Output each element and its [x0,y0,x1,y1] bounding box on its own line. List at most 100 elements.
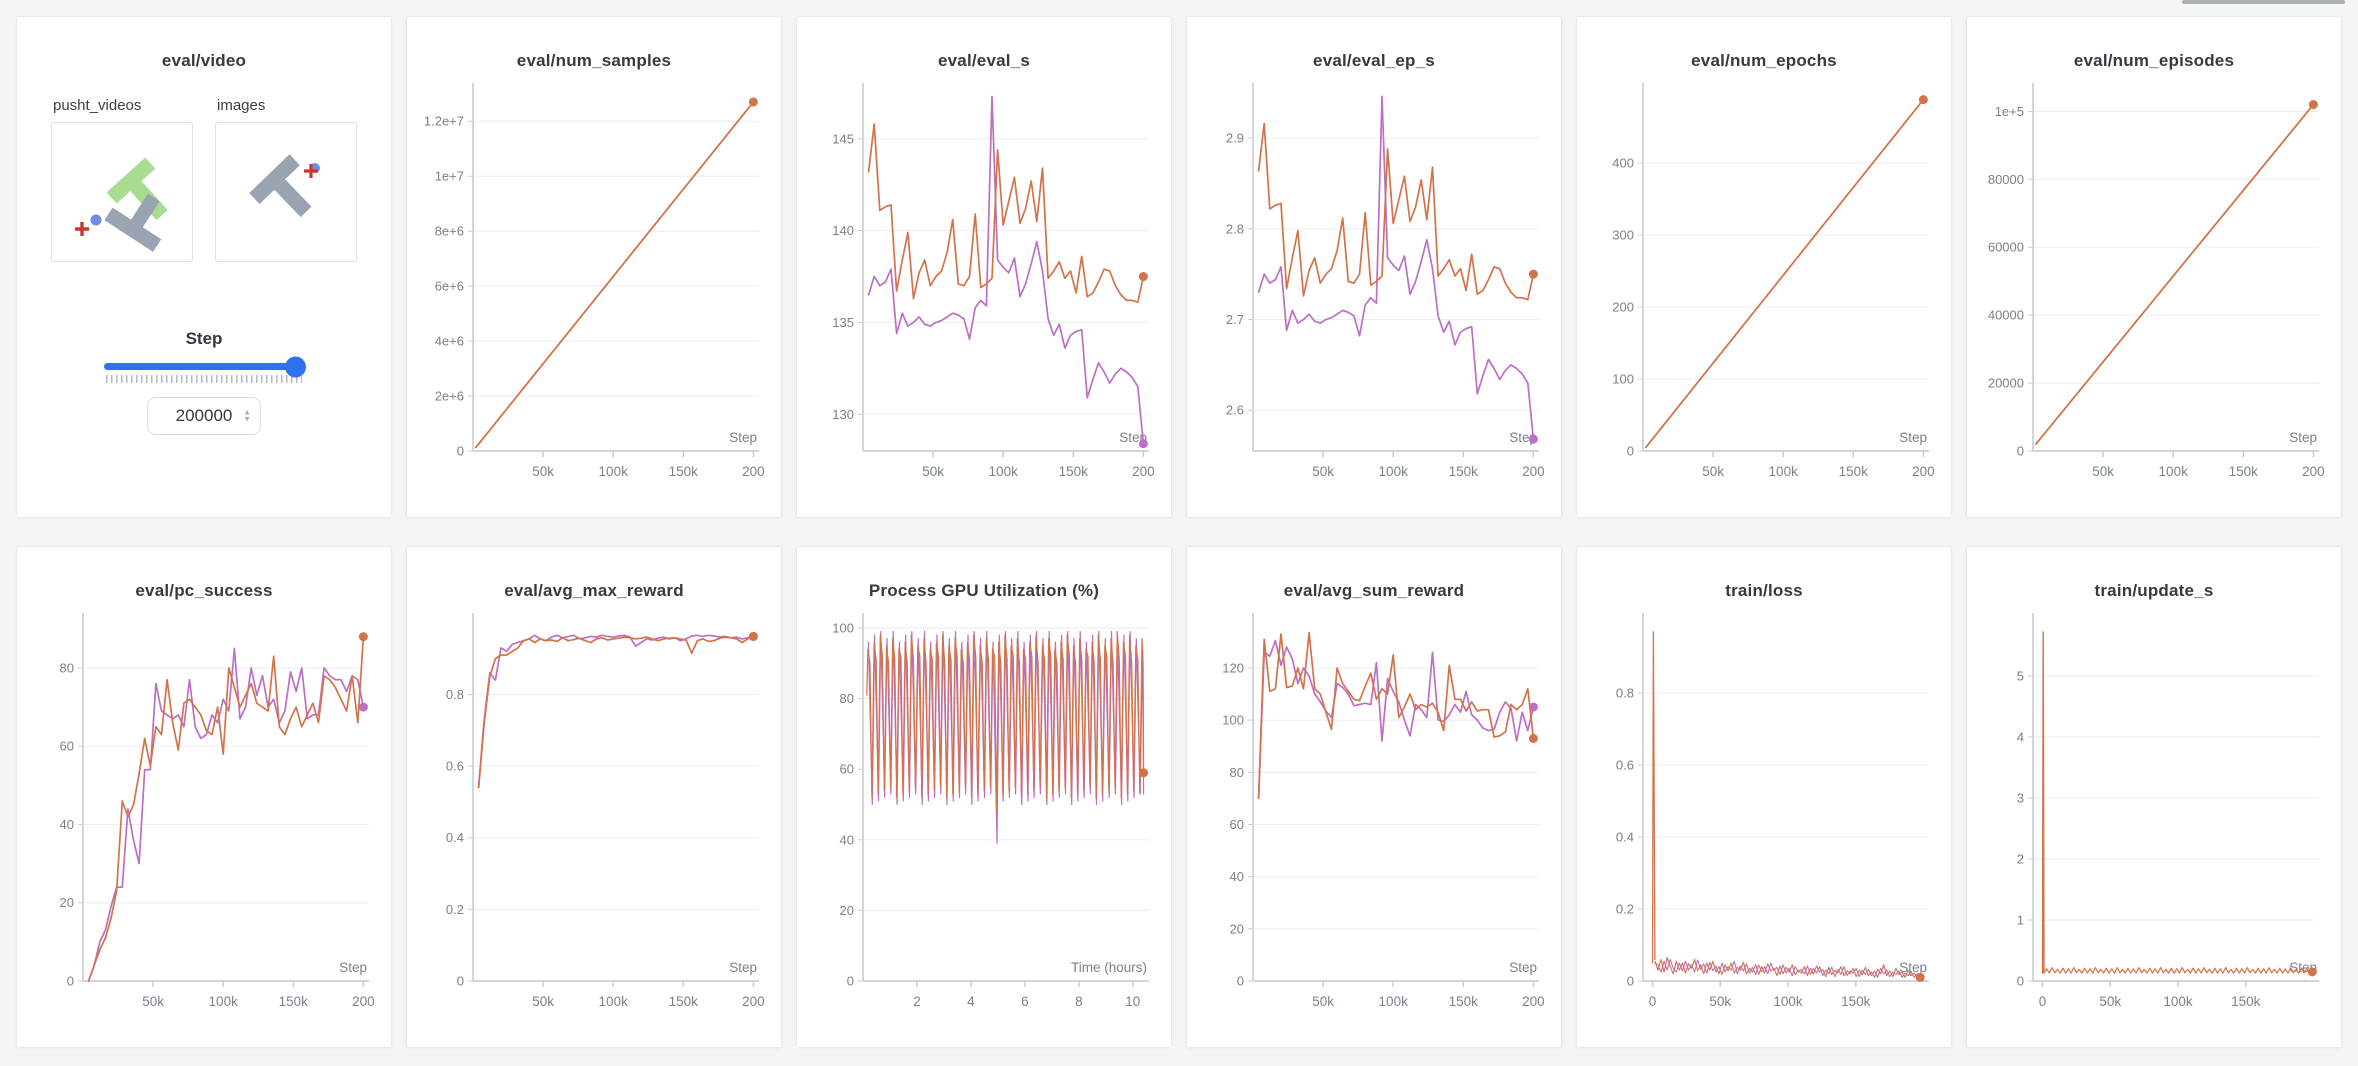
pusht-video-thumbnail[interactable] [51,122,193,262]
svg-text:0.2: 0.2 [1616,902,1634,917]
svg-text:60: 60 [1230,817,1244,832]
svg-text:40: 40 [840,832,854,847]
panel-train-update-s: train/update_s 0 1 2 3 4 5 0 50k 100k 150k Step [1966,546,2342,1048]
slider-thumb[interactable] [285,356,306,377]
svg-text:135: 135 [832,315,854,330]
svg-text:200: 200 [1612,300,1634,315]
panel-eval-pc-success: eval/pc_success 0 20 40 60 80 50k 100k 150k 200 S… [16,546,392,1048]
horizontal-scrollbar-thumb[interactable] [2182,0,2345,4]
svg-text:50k: 50k [2092,464,2114,479]
svg-text:0.8: 0.8 [446,687,464,702]
panel-eval-eval-ep-s: eval/eval_ep_s 2.6 2.7 2.8 2.9 50k 100k 150k 20… [1186,16,1562,518]
svg-text:10: 10 [1125,994,1140,1009]
svg-text:60: 60 [840,762,854,777]
svg-text:0: 0 [457,974,464,989]
svg-text:200: 200 [1522,464,1545,479]
svg-text:50k: 50k [1709,994,1731,1009]
chart-eval-num-samples[interactable]: 0 2e+6 4e+6 6e+6 8e+6 1e+7 1.2e+7 50k 100k 150k 20… [415,75,773,503]
svg-text:6e+6: 6e+6 [435,279,464,294]
svg-text:4: 4 [2017,729,2024,744]
svg-text:2.7: 2.7 [1226,312,1244,327]
svg-text:8: 8 [1075,994,1083,1009]
panel-title: eval/pc_success [135,581,273,600]
chart-eval-num-epochs[interactable]: 0 100 200 300 400 50k 100k 150k 200 Step [1585,75,1943,503]
gray-t-shape [249,154,312,218]
svg-text:150k: 150k [1449,994,1479,1009]
svg-text:4e+6: 4e+6 [435,334,464,349]
panel-title: eval/video [161,51,247,70]
step-value-input[interactable] [162,405,246,427]
svg-text:0: 0 [67,974,74,989]
svg-text:0: 0 [847,974,854,989]
step-slider-label: Step [185,329,223,348]
svg-text:2.8: 2.8 [1226,221,1244,236]
svg-text:130: 130 [832,407,854,422]
svg-text:20: 20 [1230,921,1244,936]
svg-text:50k: 50k [142,994,164,1009]
svg-text:Step: Step [339,960,367,975]
svg-text:50k: 50k [1312,994,1334,1009]
svg-text:Step: Step [1899,960,1927,975]
panel-title: train/loss [1725,581,1803,600]
svg-text:145: 145 [832,131,854,146]
panel-eval-eval-s: eval/eval_s 130 135 140 145 50k 100k 150k 200 St… [796,16,1172,518]
svg-text:Step: Step [729,960,757,975]
svg-text:60: 60 [60,739,74,754]
svg-text:Step: Step [729,430,757,445]
svg-text:200: 200 [2302,464,2325,479]
svg-text:100k: 100k [1379,464,1409,479]
svg-text:50k: 50k [1312,464,1334,479]
svg-text:120: 120 [1222,660,1244,675]
chart-eval-avg-sum-reward[interactable]: 0 20 40 60 80 100 120 50k 100k 150k 200 Step [1195,605,1553,1033]
media-label: images [217,97,266,114]
svg-text:40000: 40000 [1988,308,2024,323]
svg-text:100k: 100k [599,994,629,1009]
panel-title: eval/avg_sum_reward [1283,581,1465,600]
slider-tick-ruler [106,375,302,383]
svg-text:200: 200 [1522,994,1545,1009]
target-cross [75,222,89,236]
images-thumbnail[interactable] [215,122,357,262]
panel-title: eval/eval_ep_s [1313,51,1435,70]
panel-eval-video: eval/video pusht_videos [16,16,392,518]
svg-text:Step: Step [1899,430,1927,445]
svg-text:150k: 150k [1839,464,1869,479]
svg-text:80: 80 [1230,765,1244,780]
chart-train-loss[interactable]: 0 0.2 0.4 0.6 0.8 0 50k 100k 150k Step [1585,605,1943,1033]
panel-title: Process GPU Utilization (%) [868,581,1100,600]
panel-train-loss: train/loss 0 0.2 0.4 0.6 0.8 0 50k 100k 150k Step [1576,546,1952,1048]
slider-track[interactable] [104,356,306,377]
panel-title: eval/avg_max_reward [504,581,684,600]
svg-text:100: 100 [832,621,854,636]
svg-text:6: 6 [1021,994,1029,1009]
step-value-box: ▲▼ [147,397,261,435]
svg-text:50k: 50k [1702,464,1724,479]
svg-text:200: 200 [1132,464,1155,479]
svg-text:100k: 100k [209,994,239,1009]
panel-title: train/update_s [2094,581,2214,600]
panel-eval-avg-sum-reward: eval/avg_sum_reward 0 20 40 60 80 100 120 50k 10… [1186,546,1562,1048]
chart-eval-pc-success[interactable]: 0 20 40 60 80 50k 100k 150k 200 Step [25,605,383,1033]
chart-gpu-utilization[interactable]: 0 20 40 60 80 100 2 4 6 8 10 Time (hours) [805,605,1163,1033]
stepper-arrows-icon[interactable]: ▲ ▼ [243,407,251,424]
chart-eval-avg-max-reward[interactable]: 0 0.2 0.4 0.6 0.8 50k 100k 150k 200 Step [415,605,773,1033]
svg-text:150k: 150k [2229,464,2259,479]
svg-text:8e+6: 8e+6 [435,224,464,239]
svg-text:200: 200 [1912,464,1935,479]
svg-text:Step: Step [2289,430,2317,445]
svg-text:80000: 80000 [1988,172,2024,187]
svg-text:100k: 100k [989,464,1019,479]
chart-eval-num-episodes[interactable]: 0 20000 40000 60000 80000 1e+5 50k 100k 150k 200 S… [1975,75,2333,503]
svg-text:200: 200 [352,994,375,1009]
agent-dot [90,214,102,226]
svg-text:300: 300 [1612,228,1634,243]
svg-text:20000: 20000 [1988,376,2024,391]
svg-text:100: 100 [1222,713,1244,728]
svg-text:100: 100 [1612,372,1634,387]
svg-text:200: 200 [742,464,765,479]
step-slider[interactable] [104,356,306,383]
